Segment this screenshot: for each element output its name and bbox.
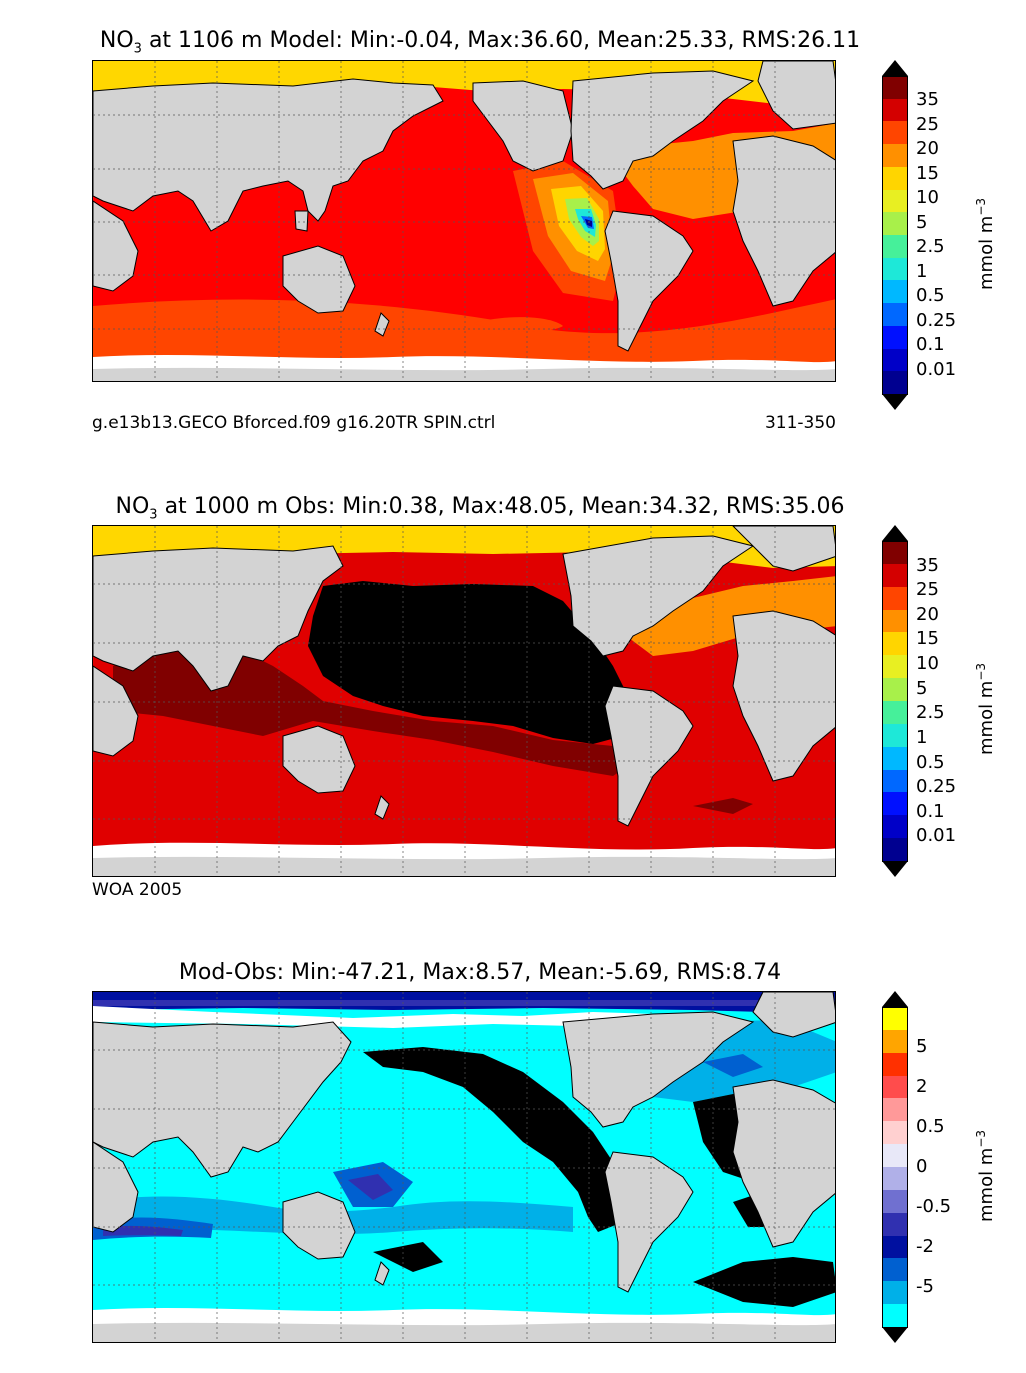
colorbar-segment xyxy=(882,609,908,634)
colorbar-segment xyxy=(882,701,908,725)
unit-label-model: mmol m−3 xyxy=(974,197,997,290)
colorbar-segment xyxy=(882,98,908,123)
colorbar-segment xyxy=(882,212,908,236)
colorbar-segment xyxy=(882,1281,908,1305)
colorbar-tick-label: 25 xyxy=(916,113,939,135)
colorbar-tick-label: 10 xyxy=(916,653,939,675)
colorbar-tick-label: 5 xyxy=(916,211,928,233)
colorbar-under-triangle xyxy=(882,394,908,410)
map-diff xyxy=(92,991,836,1343)
colorbar-segment xyxy=(882,235,908,259)
colorbar-tick-label: 5 xyxy=(916,677,928,699)
map-model-svg xyxy=(93,61,835,381)
colorbar-tick-label: 0.5 xyxy=(916,1116,945,1137)
colorbar-segment xyxy=(882,678,908,702)
colorbar-tick-label: 5 xyxy=(916,1036,928,1057)
colorbar-segment xyxy=(882,1235,908,1260)
colorbar-segment xyxy=(882,815,908,839)
colorbar-tick-label: 20 xyxy=(916,603,939,625)
colorbar-segment xyxy=(882,348,908,372)
colorbar-segment xyxy=(882,769,908,794)
colorbar-segment xyxy=(882,723,908,748)
colorbar-tick-label: 1 xyxy=(916,260,928,282)
colorbar-tick-label: 35 xyxy=(916,554,939,576)
colorbar-tick-label: 15 xyxy=(916,628,939,650)
colorbar-tick-label: 1 xyxy=(916,726,928,748)
colorbar-segment xyxy=(882,1075,908,1100)
panel-title-obs: NO3 at 1000 m Obs: Min:0.38, Max:48.05, … xyxy=(115,494,845,523)
colorbar-segment xyxy=(882,1007,908,1031)
map-model xyxy=(92,60,836,382)
colorbar-segment xyxy=(882,746,908,771)
map-obs-svg xyxy=(93,526,835,876)
colorbar-segment xyxy=(882,1304,908,1328)
panel-title-diff: Mod-Obs: Min:-47.21, Max:8.57, Mean:-5.6… xyxy=(178,960,782,985)
colorbar-tick-label: 0.1 xyxy=(916,800,945,822)
caption-model-run: g.e13b13.GECO Bforced.f09 g16.20TR SPIN.… xyxy=(92,413,496,433)
colorbar-diff xyxy=(882,991,908,1343)
colorbar-segment xyxy=(882,1144,908,1168)
colorbar-tick-label: 0.1 xyxy=(916,334,945,356)
colorbar-tick-label: -0.5 xyxy=(916,1196,952,1217)
colorbar-tick-label: 0 xyxy=(916,1156,928,1177)
colorbar-tick-label: 0.01 xyxy=(916,358,957,380)
colorbar-segment xyxy=(882,1029,908,1054)
caption-obs-source: WOA 2005 xyxy=(92,880,183,900)
colorbar-tick-label: 2.5 xyxy=(916,236,945,258)
colorbar-segment xyxy=(882,1189,908,1214)
colorbar-tick-label: 2 xyxy=(916,1076,928,1097)
colorbar-obs xyxy=(882,525,908,877)
colorbar-segment xyxy=(882,1258,908,1282)
colorbar-tick-label: 15 xyxy=(916,162,939,184)
colorbar-tick-label: 0.25 xyxy=(916,309,957,331)
unit-label-obs: mmol m−3 xyxy=(974,662,997,755)
colorbar-tick-label: -2 xyxy=(916,1236,934,1257)
colorbar-tick-label: 20 xyxy=(916,138,939,160)
colorbar-tick-label: 0.5 xyxy=(916,285,945,307)
colorbar-segment xyxy=(882,166,908,191)
caption-model-years: 311-350 xyxy=(764,413,836,433)
colorbar-tick-label: 0.25 xyxy=(916,776,957,798)
colorbar-segment xyxy=(882,144,908,168)
colorbar-over-triangle xyxy=(882,525,908,541)
map-obs xyxy=(92,525,836,877)
colorbar-segment xyxy=(882,655,908,679)
colorbar-segment xyxy=(882,1212,908,1237)
colorbar-segment xyxy=(882,541,908,565)
colorbar-tick-label: 35 xyxy=(916,89,939,111)
colorbar-segment xyxy=(882,792,908,816)
colorbar-segment xyxy=(882,121,908,145)
colorbar-segment xyxy=(882,257,908,282)
colorbar-segment xyxy=(882,280,908,304)
colorbar-segment xyxy=(882,371,908,395)
colorbar-tick-label: 25 xyxy=(916,579,939,601)
colorbar-tick-label: 10 xyxy=(916,187,939,209)
colorbar-segment xyxy=(882,632,908,656)
colorbar-under-triangle xyxy=(882,861,908,877)
colorbar-segment xyxy=(882,838,908,862)
unit-label-diff: mmol m−3 xyxy=(974,1129,997,1222)
colorbar-segment xyxy=(882,189,908,213)
colorbar-segment xyxy=(882,1121,908,1145)
colorbar-tick-label: 2.5 xyxy=(916,702,945,724)
colorbar-segment xyxy=(882,563,908,588)
colorbar-segment xyxy=(882,1098,908,1122)
panel-title-model: NO3 at 1106 m Model: Min:-0.04, Max:36.6… xyxy=(99,28,861,57)
colorbar-tick-label: -5 xyxy=(916,1276,934,1297)
colorbar-segment xyxy=(882,325,908,350)
colorbar-segment xyxy=(882,1052,908,1077)
colorbar-segment xyxy=(882,303,908,327)
colorbar-segment xyxy=(882,1167,908,1191)
colorbar-model xyxy=(882,60,908,410)
map-diff-svg xyxy=(93,992,835,1342)
colorbar-segment xyxy=(882,76,908,100)
colorbar-segment xyxy=(882,586,908,611)
colorbar-over-triangle xyxy=(882,60,908,76)
colorbar-over-triangle xyxy=(882,991,908,1007)
colorbar-under-triangle xyxy=(882,1327,908,1343)
colorbar-tick-label: 0.01 xyxy=(916,825,957,847)
colorbar-tick-label: 0.5 xyxy=(916,751,945,773)
